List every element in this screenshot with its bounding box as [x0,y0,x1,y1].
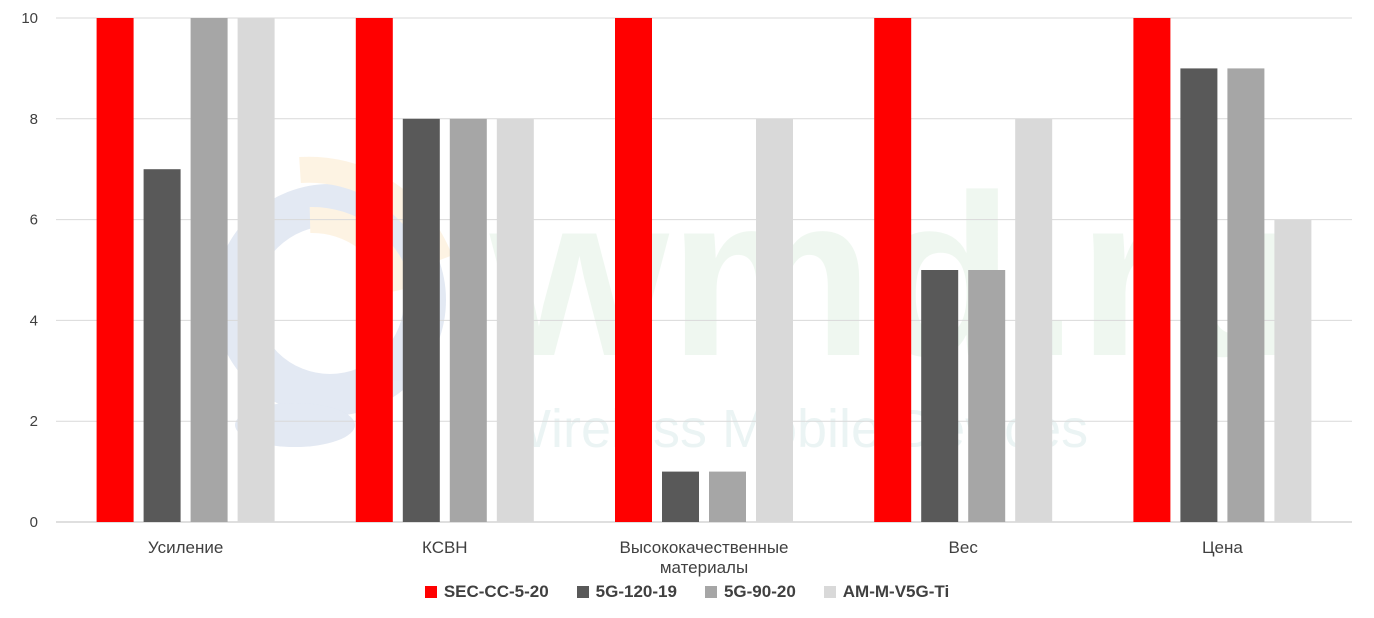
bar [756,118,793,523]
bar [96,18,134,522]
bar [968,270,1006,522]
x-tick-label: КСВН [422,538,468,557]
legend-label: 5G-90-20 [723,582,796,601]
bars [96,18,1312,523]
legend-label: 5G-120-19 [595,582,677,601]
x-tick-label: Вес [949,538,979,557]
legend-swatch [576,586,589,598]
legend-item: 5G-120-19 [576,582,677,602]
bar [1133,18,1171,522]
bar [1015,118,1053,523]
bar [143,169,181,522]
bar [190,18,228,522]
legend-label: AM-M-V5G-Ti [842,582,950,601]
legend-item: AM-M-V5G-Ti [823,582,950,602]
bar [921,270,959,522]
y-tick-label: 6 [30,212,38,229]
bar [402,118,440,523]
legend-swatch [823,586,836,598]
legend-swatch [424,586,437,598]
y-tick-label: 2 [30,413,38,430]
y-tick-label: 8 [30,111,38,128]
bar [615,18,652,522]
bar [874,18,912,522]
bar [449,118,487,523]
bar [1227,68,1265,523]
y-tick-label: 0 [30,514,38,531]
legend-label: SEC-CC-5-20 [443,582,549,601]
bar [709,471,746,522]
x-tick-label: материалы [660,558,748,577]
x-tick-label: Усиление [148,538,223,557]
bar [662,471,699,522]
bar [237,18,275,522]
bar [355,18,393,522]
legend-item: SEC-CC-5-20 [424,582,549,602]
legend-swatch [704,586,717,598]
x-tick-label: Высококачественные [619,538,788,557]
legend-item: 5G-90-20 [704,582,796,602]
bar [496,118,534,523]
y-tick-label: 10 [21,10,38,27]
y-tick-label: 4 [30,312,38,329]
x-tick-label: Цена [1202,538,1243,557]
bar [1180,68,1218,523]
legend: SEC-CC-5-20 5G-120-19 5G-90-20 AM-M-V5G-Ti [0,579,1374,605]
y-axis-ticks: 0 2 4 6 8 10 [21,10,38,531]
bar [1274,219,1312,522]
